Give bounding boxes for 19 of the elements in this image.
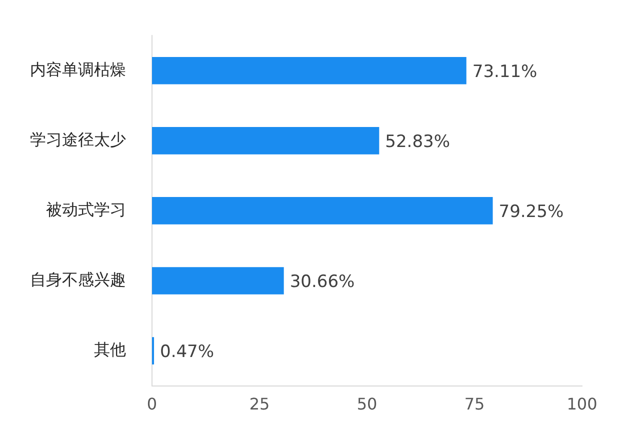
bar bbox=[152, 56, 466, 84]
y-tick-label: 学习途径太少 bbox=[30, 130, 126, 149]
data-label: 0.47% bbox=[160, 342, 214, 362]
x-tick-label: 100 bbox=[566, 394, 598, 414]
x-tick-label: 25 bbox=[249, 394, 270, 414]
x-tick-label: 50 bbox=[356, 394, 378, 414]
bar bbox=[152, 197, 493, 224]
bar bbox=[152, 127, 380, 154]
x-tick-label: 75 bbox=[464, 394, 485, 414]
y-tick-label: 被动式学习 bbox=[46, 200, 126, 219]
y-tick-label: 自身不感兴趣 bbox=[30, 270, 126, 289]
y-tick-label: 其他 bbox=[94, 340, 126, 359]
data-label: 52.83% bbox=[385, 132, 450, 152]
x-tick-label: 0 bbox=[146, 394, 158, 414]
y-tick-label: 内容单调枯燥 bbox=[30, 60, 126, 79]
bar bbox=[152, 267, 284, 294]
data-label: 30.66% bbox=[290, 272, 355, 292]
data-label: 73.11% bbox=[472, 62, 538, 82]
data-label: 79.25% bbox=[498, 202, 564, 222]
